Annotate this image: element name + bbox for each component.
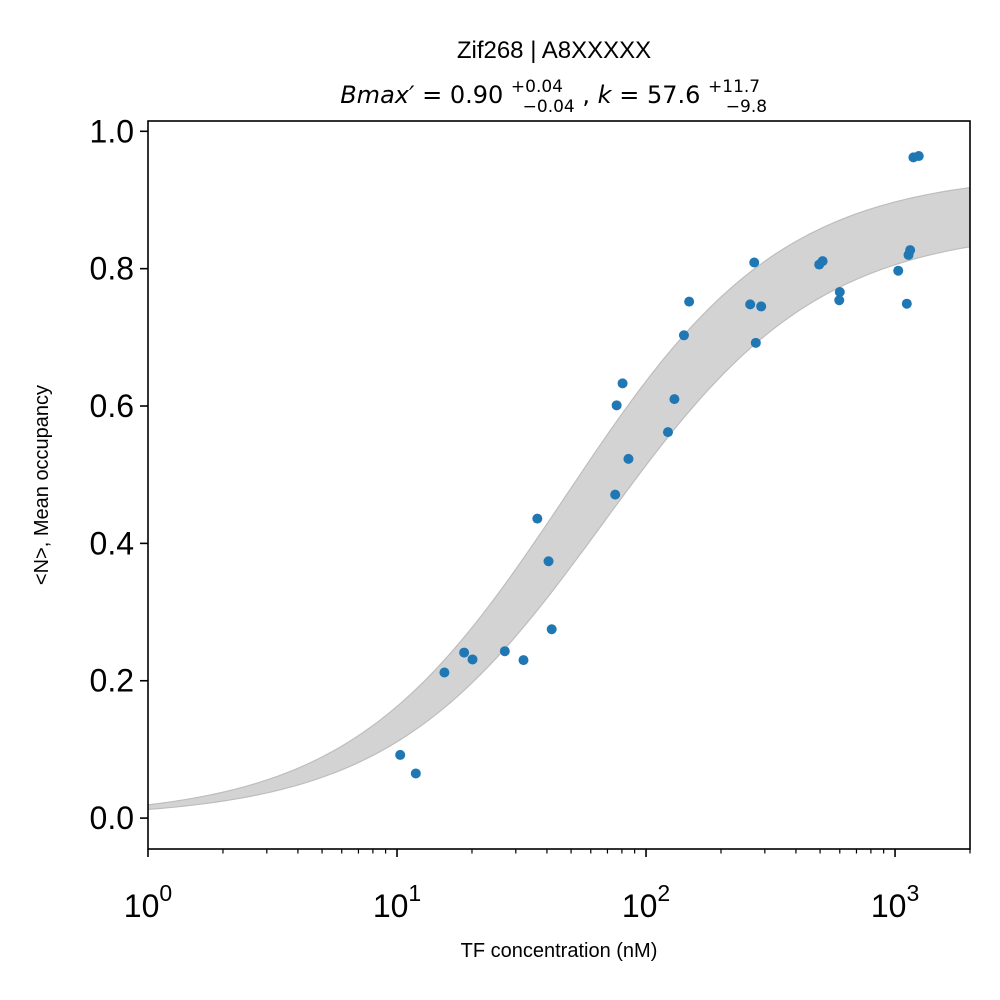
data-point: [745, 299, 756, 310]
x-axis-ticks: 100 101 102 103: [124, 849, 971, 924]
x-tick-label: 103: [871, 880, 919, 924]
k-minus: −9.8: [726, 97, 767, 117]
data-point: [756, 301, 767, 312]
data-point: [467, 654, 478, 665]
plot-frame: [147, 120, 971, 850]
k-value: 57.6: [647, 81, 700, 109]
y-tick-label: 1.0: [90, 113, 134, 149]
bmax-minus: −0.04: [523, 97, 575, 117]
data-point: [684, 296, 695, 307]
data-point: [459, 647, 470, 658]
data-point: [532, 513, 543, 524]
y-tick-label: 0.4: [90, 525, 134, 561]
y-tick-label: 0.8: [90, 251, 134, 287]
bmax-value: 0.90: [450, 81, 503, 109]
data-point: [669, 394, 680, 405]
data-point: [750, 337, 761, 348]
data-point: [610, 489, 621, 500]
data-point: [901, 298, 912, 309]
y-tick-label: 0.2: [90, 663, 134, 699]
y-axis-label: <N>, Mean occupancy: [31, 385, 53, 585]
data-point: [611, 400, 622, 411]
data-point: [905, 245, 916, 256]
bmax-label: Bmax′: [340, 81, 415, 109]
data-point: [439, 667, 450, 678]
data-point: [518, 655, 529, 666]
x-tick-label: 102: [622, 880, 670, 924]
bmax-plus: +0.04: [511, 77, 563, 97]
data-point: [499, 646, 510, 657]
k-label: k: [598, 81, 613, 109]
data-point: [834, 295, 845, 306]
data-point: [817, 256, 828, 267]
data-point: [662, 427, 673, 438]
y-tick-label: 0.6: [90, 388, 134, 424]
data-point: [893, 265, 904, 276]
data-point: [617, 378, 628, 389]
data-points-layer: [395, 151, 924, 779]
y-axis-ticks: 0.0 0.2 0.4 0.6 0.8 1.0: [90, 113, 148, 836]
data-point: [834, 287, 845, 298]
x-axis-label: TF concentration (nM): [461, 940, 658, 962]
data-point: [543, 556, 554, 567]
data-point: [678, 330, 689, 341]
data-point: [410, 768, 421, 779]
confidence-band-layer: [148, 186, 970, 811]
k-plus: +11.7: [708, 77, 760, 97]
y-tick-label: 0.0: [90, 800, 134, 836]
data-point: [546, 624, 557, 635]
x-tick-label: 101: [373, 880, 421, 924]
confidence-band: [148, 186, 970, 811]
chart-subtitle: Bmax′ = 0.90 +0.04 −0.04 , k = 57.6 +11.…: [340, 70, 768, 118]
data-point: [913, 151, 924, 162]
x-tick-label: 100: [124, 880, 172, 924]
data-point: [395, 749, 406, 760]
data-point: [623, 453, 634, 464]
data-point: [749, 257, 760, 268]
chart-title: Zif268 | A8XXXXX: [457, 37, 651, 64]
